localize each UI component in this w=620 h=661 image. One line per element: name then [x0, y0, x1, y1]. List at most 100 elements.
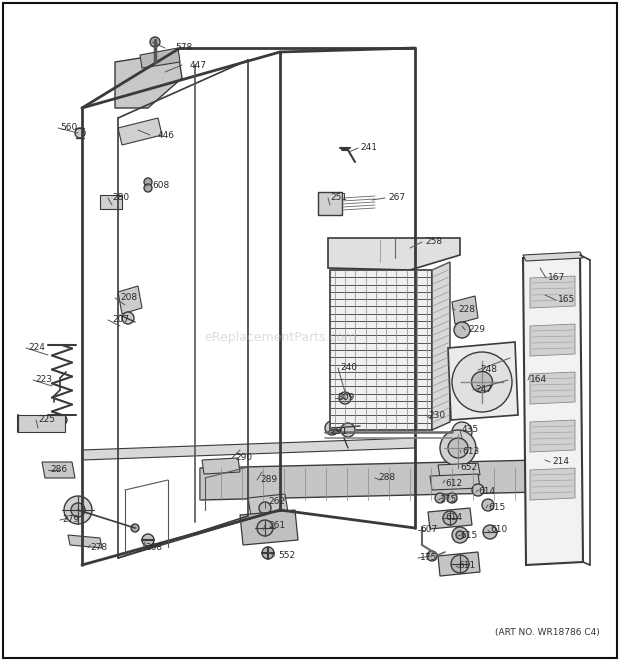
Text: 175: 175: [440, 496, 458, 504]
Text: 614: 614: [478, 488, 495, 496]
Text: 290: 290: [235, 453, 252, 463]
Polygon shape: [530, 372, 575, 404]
Text: 175: 175: [420, 553, 437, 563]
Circle shape: [443, 511, 457, 525]
Text: 251: 251: [330, 194, 347, 202]
Text: 267: 267: [388, 194, 405, 202]
Circle shape: [440, 430, 476, 466]
Circle shape: [482, 499, 494, 511]
Text: 208: 208: [120, 293, 137, 303]
Circle shape: [341, 423, 355, 437]
Text: 230: 230: [428, 410, 445, 420]
Text: 612: 612: [445, 479, 462, 488]
Polygon shape: [202, 458, 240, 474]
Text: 279: 279: [62, 516, 79, 524]
Text: 207: 207: [112, 315, 129, 325]
Circle shape: [427, 551, 437, 561]
Polygon shape: [530, 420, 575, 452]
Polygon shape: [523, 252, 583, 261]
Polygon shape: [330, 270, 432, 430]
Polygon shape: [530, 468, 575, 500]
Circle shape: [452, 422, 472, 442]
Text: 552: 552: [278, 551, 295, 561]
Polygon shape: [118, 118, 162, 145]
Text: 614: 614: [445, 514, 462, 522]
Circle shape: [483, 525, 497, 539]
Circle shape: [262, 547, 274, 559]
Circle shape: [142, 534, 154, 546]
Text: 608: 608: [152, 182, 169, 190]
Text: 223: 223: [35, 375, 52, 385]
Text: 229: 229: [468, 325, 485, 334]
Polygon shape: [438, 463, 480, 477]
Polygon shape: [318, 192, 342, 215]
Circle shape: [472, 484, 484, 496]
Text: 610: 610: [490, 525, 507, 535]
Circle shape: [452, 527, 468, 543]
Text: 247: 247: [475, 385, 492, 395]
Text: 225: 225: [38, 416, 55, 424]
Text: 164: 164: [530, 375, 547, 385]
Circle shape: [456, 531, 464, 539]
Polygon shape: [530, 276, 575, 308]
Text: 280: 280: [112, 194, 129, 202]
Text: 165: 165: [558, 295, 575, 305]
Text: 248: 248: [480, 366, 497, 375]
Text: 611: 611: [458, 561, 476, 570]
Circle shape: [57, 415, 67, 425]
Text: 615: 615: [488, 504, 505, 512]
Circle shape: [325, 421, 339, 435]
Text: 228: 228: [458, 305, 475, 315]
Text: 615: 615: [460, 531, 477, 539]
Bar: [100, 195, 122, 209]
Circle shape: [471, 371, 492, 393]
Circle shape: [75, 128, 85, 138]
Polygon shape: [438, 552, 480, 576]
Text: 278: 278: [90, 543, 107, 553]
Text: 309: 309: [337, 393, 354, 403]
Text: 446: 446: [158, 130, 175, 139]
Text: 286: 286: [50, 465, 67, 475]
Polygon shape: [432, 262, 450, 430]
Text: 224: 224: [28, 344, 45, 352]
Polygon shape: [140, 48, 180, 68]
Text: 560: 560: [60, 124, 78, 132]
Text: 607: 607: [420, 525, 437, 535]
Polygon shape: [523, 255, 583, 565]
Circle shape: [144, 184, 152, 192]
Polygon shape: [530, 324, 575, 356]
Circle shape: [454, 322, 470, 338]
Circle shape: [257, 520, 273, 536]
Polygon shape: [118, 286, 142, 314]
Circle shape: [447, 493, 457, 503]
Circle shape: [259, 502, 271, 514]
Text: 291: 291: [330, 428, 347, 436]
Circle shape: [122, 312, 134, 324]
Polygon shape: [200, 460, 540, 500]
Polygon shape: [248, 494, 288, 516]
Circle shape: [339, 392, 351, 404]
Text: 447: 447: [190, 61, 207, 69]
Circle shape: [64, 496, 92, 524]
Circle shape: [131, 524, 139, 532]
Text: 167: 167: [548, 274, 565, 282]
Text: 240: 240: [340, 364, 357, 373]
Polygon shape: [82, 438, 415, 460]
Text: 578: 578: [175, 44, 192, 52]
Polygon shape: [430, 474, 480, 490]
Circle shape: [71, 503, 85, 517]
Circle shape: [435, 493, 445, 503]
Polygon shape: [68, 535, 102, 548]
Polygon shape: [428, 508, 472, 529]
Polygon shape: [328, 238, 460, 270]
Text: eReplacementParts.com: eReplacementParts.com: [204, 332, 356, 344]
Text: (ART NO. WR18786 C4): (ART NO. WR18786 C4): [495, 627, 600, 637]
Polygon shape: [240, 510, 298, 545]
Text: 613: 613: [462, 447, 479, 457]
Text: 288: 288: [378, 473, 395, 483]
Circle shape: [452, 352, 512, 412]
Circle shape: [150, 37, 160, 47]
Text: 289: 289: [260, 475, 277, 485]
Text: 258: 258: [425, 237, 442, 247]
Circle shape: [451, 555, 469, 573]
